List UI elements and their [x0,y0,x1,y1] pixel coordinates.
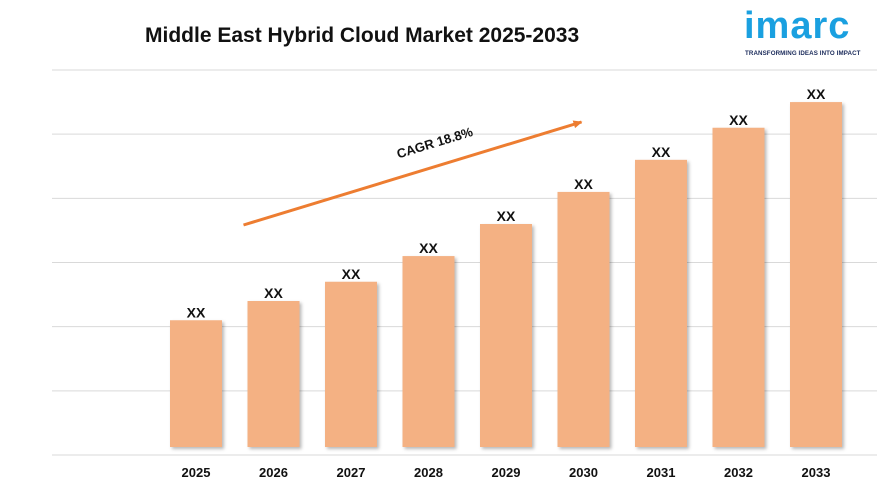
bars [170,102,842,448]
x-tick-2025: 2025 [182,465,211,480]
x-tick-labels: 2025 2026 2027 2028 2029 2030 2031 2032 2033 [182,465,831,480]
x-tick-2029: 2029 [492,465,521,480]
x-tick-2032: 2032 [724,465,753,480]
imarc-logo: imarc TRANSFORMING IDEAS INTO IMPACT [744,4,864,60]
bar-2027 [325,281,377,447]
data-label-2027: XX [342,266,361,282]
data-labels: XX XX XX XX XX XX XX XX XX [187,86,826,320]
bar-2031 [635,159,687,448]
bar-2025 [170,320,222,447]
data-label-2025: XX [187,304,206,320]
cagr-label: CAGR 18.8% [395,124,475,161]
data-label-2033: XX [807,86,826,102]
x-tick-2031: 2031 [647,465,676,480]
bar-2029 [480,224,532,447]
data-label-2032: XX [729,112,748,128]
bar-2026 [247,301,300,447]
chart-title: Middle East Hybrid Cloud Market 2025-203… [145,24,580,47]
logo-wordmark: imarc [744,5,851,47]
cagr-annotation: CAGR 18.8% [243,120,583,227]
data-label-2030: XX [574,176,593,192]
logo-tagline: TRANSFORMING IDEAS INTO IMPACT [745,50,861,57]
bar-2028 [402,256,455,447]
data-label-2026: XX [264,285,283,301]
data-label-2029: XX [497,208,516,224]
data-label-2031: XX [652,144,671,160]
bar-2033 [790,102,842,447]
bar-2030 [557,191,610,447]
x-tick-2028: 2028 [414,465,443,480]
bar-2032 [712,127,765,447]
x-tick-2026: 2026 [259,465,288,480]
data-label-2028: XX [419,240,438,256]
x-tick-2027: 2027 [337,465,366,480]
x-tick-2033: 2033 [802,465,831,480]
cagr-arrow [243,120,583,227]
x-tick-2030: 2030 [569,465,598,480]
